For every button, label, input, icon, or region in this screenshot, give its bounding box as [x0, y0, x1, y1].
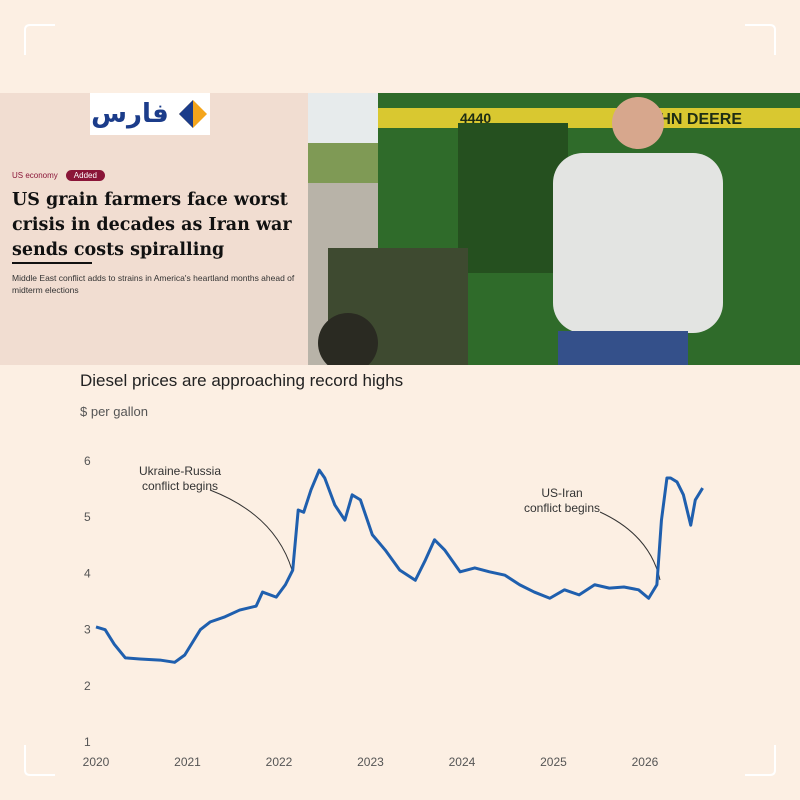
badge[interactable]: Added — [65, 170, 105, 181]
y-tick-label: 3 — [84, 623, 91, 637]
y-tick-label: 2 — [84, 679, 91, 693]
y-tick-label: 4 — [84, 566, 91, 580]
headline: US grain farmers face worst crisis in de… — [12, 188, 307, 263]
standfirst: Middle East conflict adds to strains in … — [12, 273, 295, 295]
x-tick-label: 2021 — [174, 755, 201, 769]
rule — [12, 262, 92, 264]
chart: Diesel prices are approaching record hig… — [80, 371, 704, 769]
headline-line: US grain farmers face worst — [12, 190, 288, 210]
x-tick-label: 2025 — [540, 755, 567, 769]
logo-text: فارس — [91, 99, 169, 129]
x-tick-label: 2024 — [449, 755, 476, 769]
y-axis-label: $ per gallon — [80, 404, 148, 419]
section: US economy — [12, 171, 58, 180]
annotation: US-Iran — [541, 486, 582, 500]
headline-line: sends costs spiralling — [12, 240, 225, 260]
line — [95, 468, 704, 664]
svg-text:JOHN DEERE: JOHN DEERE — [638, 111, 742, 128]
x-tick-label: 2026 — [632, 755, 659, 769]
x-tick-label: 2020 — [83, 755, 110, 769]
chart-title: Diesel prices are approaching record hig… — [80, 371, 403, 390]
y-tick-label: 6 — [84, 454, 91, 468]
annotation: conflict begins — [524, 501, 600, 515]
annotation-line — [209, 489, 293, 571]
x-tick-label: 2022 — [266, 755, 293, 769]
y-tick-label: 1 — [84, 735, 91, 749]
logo-icon — [178, 100, 207, 128]
logo: فارس — [90, 93, 210, 135]
photo: 4440 JOHN DEERE — [308, 93, 800, 365]
tags: US economy Added — [12, 170, 105, 181]
article-panel — [0, 93, 308, 365]
headline-line: crisis in decades as Iran war — [12, 215, 292, 235]
x-tick-label: 2023 — [357, 755, 384, 769]
annotation: conflict begins — [142, 479, 218, 493]
annotation-line — [599, 511, 661, 581]
svg-text:4440: 4440 — [460, 110, 491, 126]
y-tick-label: 5 — [84, 510, 91, 524]
annotation: Ukraine-Russia — [139, 464, 221, 478]
